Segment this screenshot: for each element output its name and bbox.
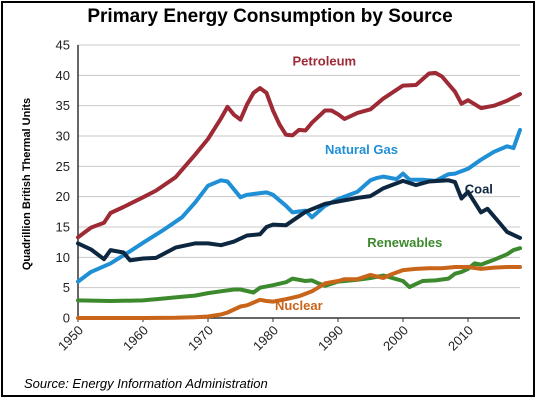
source-note: Source: Energy Information Administratio… — [24, 376, 268, 391]
y-tick-label: 0 — [63, 311, 70, 326]
y-tick-label: 30 — [56, 129, 70, 144]
series-label-nuclear: Nuclear — [275, 298, 323, 313]
series-lines — [76, 70, 522, 320]
x-tick-label: 1970 — [185, 323, 216, 354]
x-tick-label: 2000 — [380, 323, 411, 354]
series-line-petroleum — [76, 70, 522, 240]
x-tick-label: 1980 — [250, 323, 281, 354]
chart-frame — [1, 1, 535, 397]
x-tick-label: 2010 — [445, 323, 476, 354]
y-tick-label: 15 — [56, 220, 70, 235]
series-line-renewables — [76, 246, 522, 303]
series-line-nuclear — [76, 265, 522, 320]
y-tick-label: 40 — [56, 68, 70, 83]
series-line-natural-gas — [76, 127, 522, 284]
series-labels: Petroleum Natural Gas Coal Renewables Nuclea… — [275, 54, 493, 313]
y-tick-label: 25 — [56, 159, 70, 174]
series-label-natural-gas: Natural Gas — [325, 142, 398, 157]
y-tick-label: 10 — [56, 250, 70, 265]
chart-title: Primary Energy Consumption by Source — [87, 6, 453, 27]
series-label-renewables: Renewables — [367, 235, 442, 250]
gridlines — [78, 44, 520, 289]
y-tick-label: 20 — [56, 189, 70, 204]
y-tick-label: 35 — [56, 98, 70, 113]
y-tick-label: 45 — [56, 38, 70, 53]
y-tick-label: 5 — [63, 280, 70, 295]
series-label-petroleum: Petroleum — [293, 54, 357, 69]
y-tick-labels: 0 5 10 15 20 25 30 35 40 45 — [56, 38, 70, 326]
x-tick-labels: 1950 1960 1970 1980 1990 2000 2010 — [55, 323, 476, 354]
series-label-coal: Coal — [465, 182, 493, 197]
series-line-coal — [76, 178, 522, 263]
x-tick-label: 1950 — [55, 323, 86, 354]
x-tick-label: 1990 — [315, 323, 346, 354]
x-tick-label: 1960 — [120, 323, 151, 354]
